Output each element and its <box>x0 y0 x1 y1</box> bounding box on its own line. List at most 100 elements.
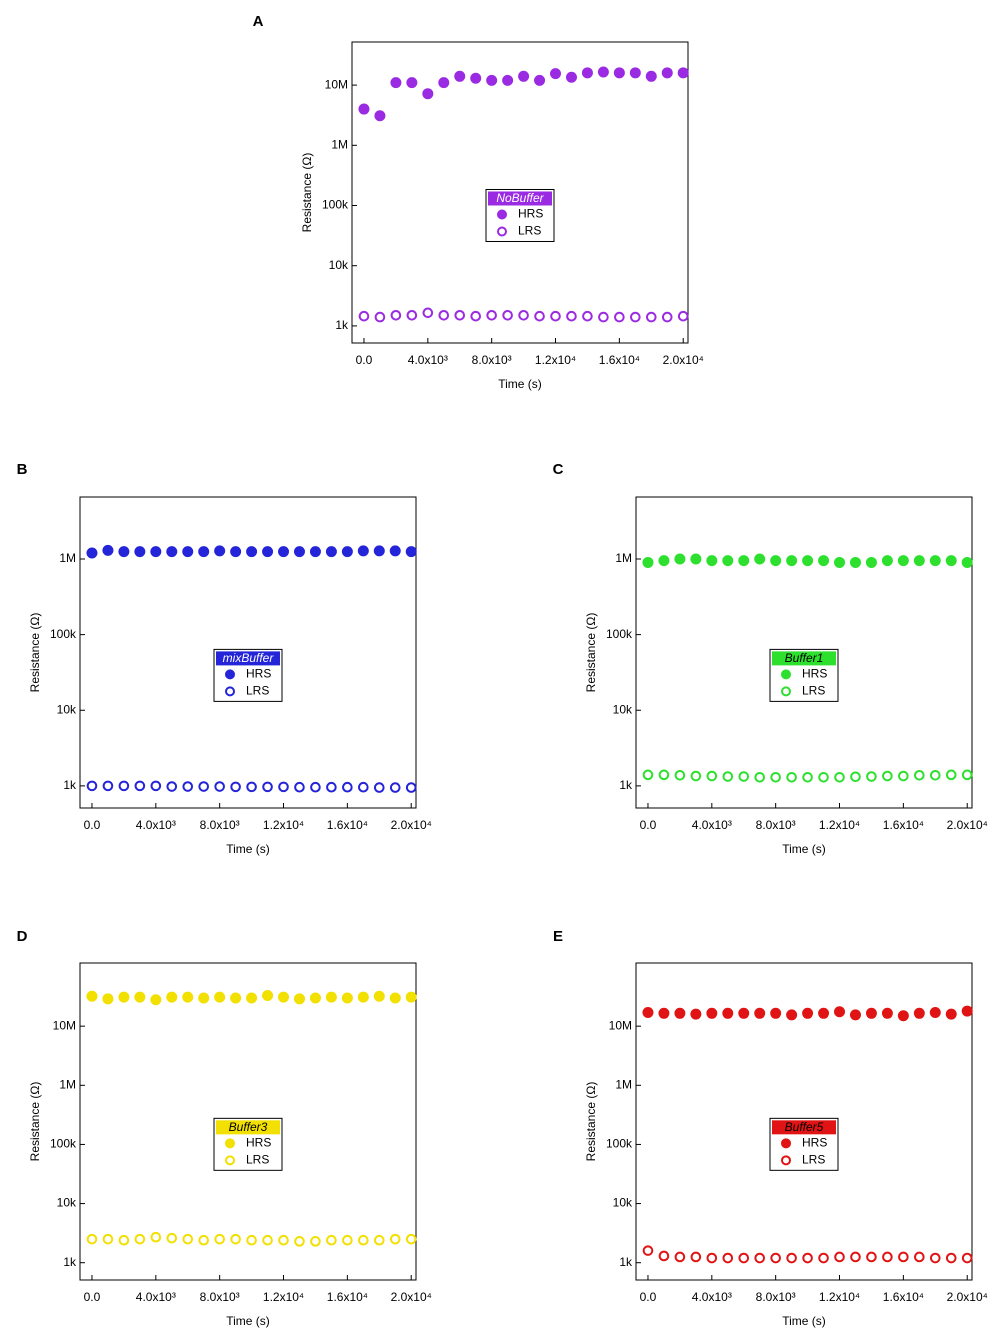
data-point <box>102 780 114 792</box>
x-tick-label: 2.0x10⁴ <box>391 1290 432 1304</box>
data-point <box>182 546 194 558</box>
data-point <box>706 555 718 567</box>
data-point <box>754 771 766 783</box>
data-point <box>374 311 386 323</box>
data-point <box>961 556 973 568</box>
data-point <box>897 1010 909 1022</box>
data-point <box>278 991 290 1003</box>
data-point <box>630 311 641 323</box>
data-point <box>614 311 625 323</box>
legend-label: LRS <box>802 684 825 698</box>
data-point <box>118 1234 130 1246</box>
data-point <box>150 1231 162 1243</box>
data-point <box>913 555 925 567</box>
y-tick-label: 1k <box>619 1255 633 1269</box>
data-point <box>865 556 877 568</box>
y-axis-title: Resistance (Ω) <box>28 613 42 693</box>
data-point <box>342 781 353 793</box>
data-point <box>134 1233 146 1245</box>
data-point <box>102 544 114 556</box>
y-tick-label: 10k <box>329 258 349 272</box>
data-point <box>866 771 877 782</box>
data-point <box>310 1236 321 1247</box>
data-point <box>182 781 194 792</box>
data-point <box>565 71 577 83</box>
data-point <box>818 555 830 567</box>
data-point <box>86 547 98 559</box>
data-point <box>86 780 98 792</box>
data-point <box>913 1007 925 1019</box>
x-axis-title: Time (s) <box>498 377 542 391</box>
y-tick-label: 1M <box>331 137 348 151</box>
data-point <box>470 310 482 322</box>
data-point <box>834 771 845 783</box>
legend-title: Buffer5 <box>785 1120 824 1134</box>
data-point <box>198 1234 210 1246</box>
data-point <box>438 77 450 89</box>
data-point <box>326 1234 337 1246</box>
legend-marker <box>497 209 507 220</box>
data-point <box>534 74 546 86</box>
y-tick-label: 100k <box>606 627 633 641</box>
data-point <box>325 546 337 558</box>
data-point <box>373 990 385 1002</box>
data-point <box>278 546 290 558</box>
x-axis-title: Time (s) <box>226 1314 270 1328</box>
x-tick-label: 4.0x10³ <box>136 818 176 832</box>
data-point <box>341 546 353 558</box>
data-point <box>961 769 973 781</box>
plot-frame <box>351 41 689 344</box>
x-tick-label: 1.6x10⁴ <box>327 1290 368 1304</box>
data-point <box>182 1233 194 1245</box>
x-tick-label: 4.0x10³ <box>136 1290 176 1304</box>
data-point <box>961 1252 973 1264</box>
y-tick-label: 10k <box>613 702 633 716</box>
data-point <box>945 1008 957 1020</box>
chart-panel: D 1k 10k 100k 1M 10M 0.0 4.0x10³ 8.0x10³ 1.2x10⁴ 1… <box>17 928 432 1328</box>
data-point <box>674 770 686 781</box>
y-tick-label: 10M <box>53 1018 76 1032</box>
chart-panel: B 1k 10k 100k 1M 0.0 4.0x10³ 8.0x10³ 1.2x10⁴ 1.6x… <box>17 461 432 856</box>
data-point <box>834 1251 845 1263</box>
data-point <box>945 555 957 567</box>
legend-marker <box>781 686 791 697</box>
y-tick-label: 1M <box>615 1077 632 1091</box>
data-point <box>581 67 593 79</box>
x-axis-title: Time (s) <box>782 842 826 856</box>
data-point <box>690 1251 702 1263</box>
legend-marker <box>225 1138 235 1149</box>
data-point <box>166 1232 178 1244</box>
data-point <box>454 310 466 321</box>
data-point <box>786 555 798 567</box>
data-point <box>405 782 417 793</box>
data-point <box>389 545 401 557</box>
data-point <box>134 991 146 1003</box>
x-tick-label: 0.0 <box>640 818 657 832</box>
data-point <box>294 781 305 793</box>
y-axis-title: Resistance (Ω) <box>300 153 314 233</box>
data-point <box>118 780 130 792</box>
data-point <box>389 992 401 1004</box>
data-point <box>486 310 497 321</box>
data-point <box>882 1251 893 1263</box>
data-point <box>406 310 418 321</box>
data-point <box>166 546 178 558</box>
data-point <box>738 555 750 567</box>
data-point <box>405 1233 417 1245</box>
legend-title: Buffer3 <box>229 1120 268 1134</box>
data-point <box>262 1234 273 1246</box>
y-tick-label: 10k <box>57 702 77 716</box>
data-point <box>278 1234 289 1246</box>
y-tick-label: 100k <box>606 1137 633 1151</box>
data-point <box>358 781 369 793</box>
data-point <box>357 545 369 557</box>
data-point <box>802 771 813 783</box>
data-point <box>738 1252 750 1264</box>
data-point <box>341 992 353 1004</box>
data-point <box>849 556 861 568</box>
y-tick-label: 10k <box>613 1196 633 1210</box>
data-point <box>786 771 797 783</box>
y-axis-title: Resistance (Ω) <box>584 613 598 693</box>
data-point <box>786 1252 797 1264</box>
y-axis-title: Resistance (Ω) <box>28 1082 42 1162</box>
